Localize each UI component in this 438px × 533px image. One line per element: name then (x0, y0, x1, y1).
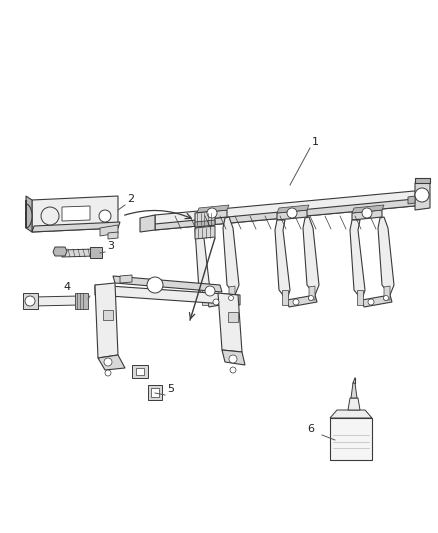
Text: 5: 5 (167, 384, 174, 394)
Polygon shape (352, 210, 382, 220)
Polygon shape (195, 220, 210, 300)
Circle shape (104, 358, 112, 366)
Circle shape (287, 208, 297, 218)
Polygon shape (378, 217, 394, 295)
Polygon shape (277, 210, 307, 220)
Polygon shape (53, 247, 67, 256)
Polygon shape (330, 418, 372, 460)
Text: 1: 1 (312, 137, 319, 147)
Polygon shape (275, 220, 290, 300)
Polygon shape (415, 178, 430, 183)
Polygon shape (103, 310, 113, 320)
Polygon shape (408, 196, 415, 204)
Text: 4: 4 (63, 282, 70, 292)
Polygon shape (75, 293, 88, 309)
Polygon shape (350, 220, 365, 300)
Polygon shape (113, 276, 222, 292)
Polygon shape (155, 198, 425, 230)
Polygon shape (330, 410, 372, 418)
Circle shape (205, 286, 215, 296)
Circle shape (41, 207, 59, 225)
Polygon shape (202, 290, 208, 305)
Circle shape (229, 355, 237, 363)
Polygon shape (287, 295, 317, 307)
Circle shape (229, 295, 233, 301)
Polygon shape (26, 196, 32, 232)
Circle shape (230, 367, 236, 373)
Polygon shape (23, 293, 38, 309)
Polygon shape (207, 295, 237, 307)
Polygon shape (140, 215, 155, 232)
Polygon shape (415, 183, 430, 210)
Polygon shape (120, 275, 132, 283)
Polygon shape (98, 355, 125, 370)
Polygon shape (155, 190, 425, 230)
Polygon shape (132, 365, 148, 378)
Circle shape (207, 208, 217, 218)
Polygon shape (362, 295, 392, 307)
Polygon shape (218, 293, 242, 352)
Polygon shape (32, 222, 120, 232)
Polygon shape (95, 285, 240, 305)
Polygon shape (309, 286, 315, 300)
Text: 3: 3 (107, 241, 114, 251)
Polygon shape (223, 217, 239, 295)
Text: 6: 6 (307, 424, 314, 434)
Polygon shape (33, 296, 80, 306)
Polygon shape (195, 220, 215, 227)
Circle shape (99, 210, 111, 222)
Polygon shape (136, 368, 144, 375)
Polygon shape (277, 205, 309, 213)
Circle shape (147, 277, 163, 293)
Polygon shape (197, 210, 227, 220)
Polygon shape (228, 312, 238, 322)
Polygon shape (100, 225, 118, 236)
Polygon shape (384, 286, 390, 300)
Polygon shape (195, 211, 215, 227)
Circle shape (105, 370, 111, 376)
Polygon shape (90, 247, 102, 258)
Circle shape (25, 296, 35, 306)
Polygon shape (282, 290, 288, 305)
Polygon shape (229, 286, 235, 300)
Polygon shape (95, 283, 118, 358)
Polygon shape (148, 385, 162, 400)
Polygon shape (62, 206, 90, 221)
Polygon shape (352, 205, 384, 213)
Polygon shape (348, 398, 360, 410)
Polygon shape (62, 249, 95, 257)
Circle shape (384, 295, 389, 301)
Circle shape (293, 299, 299, 305)
Circle shape (308, 295, 314, 301)
Circle shape (213, 299, 219, 305)
Polygon shape (303, 217, 319, 295)
Circle shape (415, 188, 429, 202)
Polygon shape (351, 383, 357, 398)
Polygon shape (26, 200, 32, 228)
Circle shape (368, 299, 374, 305)
Polygon shape (32, 196, 118, 232)
Polygon shape (222, 350, 245, 365)
Polygon shape (195, 226, 215, 239)
Polygon shape (357, 290, 363, 305)
Polygon shape (151, 388, 159, 397)
Circle shape (362, 208, 372, 218)
Polygon shape (108, 232, 118, 239)
Polygon shape (197, 205, 229, 213)
Text: 2: 2 (127, 194, 134, 204)
